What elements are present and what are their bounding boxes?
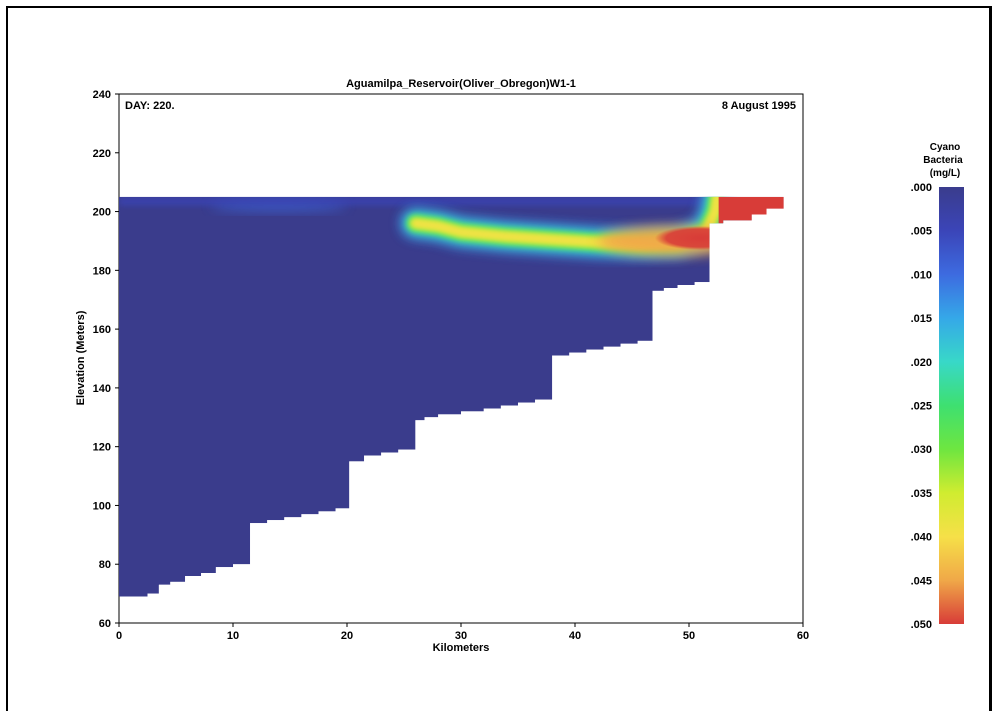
colorbar-tick-label: .040 [911, 532, 932, 544]
x-axis: 0 10 20 30 40 50 60 [116, 623, 809, 642]
colorbar-tick-label: .035 [911, 488, 932, 500]
y-tick-label: 160 [93, 324, 111, 336]
window-frame [6, 6, 992, 711]
colorbar-tick-label: .045 [911, 575, 932, 587]
chart-title: Aguamilpa_Reservoir(Oliver_Obregon)W1-1 [346, 78, 576, 90]
colorbar: Cyano Bacteria (mg/L) .000.005.010.015.0… [911, 142, 964, 631]
reservoir-heatmap [119, 196, 784, 612]
colorbar-title-line-3: (mg/L) [930, 168, 961, 179]
y-tick-label: 180 [93, 265, 111, 277]
colorbar-title-line-2: Bacteria [923, 155, 963, 166]
x-tick-label: 30 [455, 630, 467, 642]
colorbar-tick-label: .005 [911, 226, 932, 238]
y-axis: 60 80 100 120 140 160 180 200 220 240 [93, 89, 119, 630]
colorbar-ticks: .000 .005 .010 .015 .020 .025 .030 .035 .040 .045… [911, 182, 932, 631]
y-tick-label: 200 [93, 207, 111, 219]
x-tick-label: 60 [797, 630, 809, 642]
colorbar-tick-label: .025 [911, 401, 932, 413]
bloom-surface-band [119, 196, 712, 206]
y-tick-label: 140 [93, 383, 111, 395]
date-label: 8 August 1995 [722, 100, 796, 112]
colorbar-tick-label: .020 [911, 357, 932, 369]
colorbar-tick-label: .050 [911, 619, 932, 631]
colorbar-gradient [939, 187, 964, 624]
x-axis-label: Kilometers [433, 642, 490, 654]
colorbar-tick-label: .015 [911, 313, 932, 325]
colorbar-tick-label: .000 [911, 182, 932, 194]
y-tick-label: 240 [93, 89, 111, 101]
x-tick-label: 40 [569, 630, 581, 642]
y-tick-label: 100 [93, 500, 111, 512]
x-tick-label: 10 [227, 630, 239, 642]
x-tick-label: 20 [341, 630, 353, 642]
x-tick-label: 0 [116, 630, 122, 642]
day-label: DAY: 220. [125, 100, 175, 112]
colorbar-tick-label: .010 [911, 269, 932, 281]
bloom-band-5 [411, 196, 721, 248]
y-tick-label: 80 [99, 559, 111, 571]
colorbar-title-line-1: Cyano [930, 142, 961, 153]
y-tick-label: 60 [99, 618, 111, 630]
y-tick-label: 120 [93, 442, 111, 454]
y-tick-label: 220 [93, 148, 111, 160]
y-axis-label: Elevation (Meters) [75, 310, 87, 405]
x-tick-label: 50 [683, 630, 695, 642]
colorbar-tick-label: .030 [911, 444, 932, 456]
water-body [119, 196, 784, 612]
